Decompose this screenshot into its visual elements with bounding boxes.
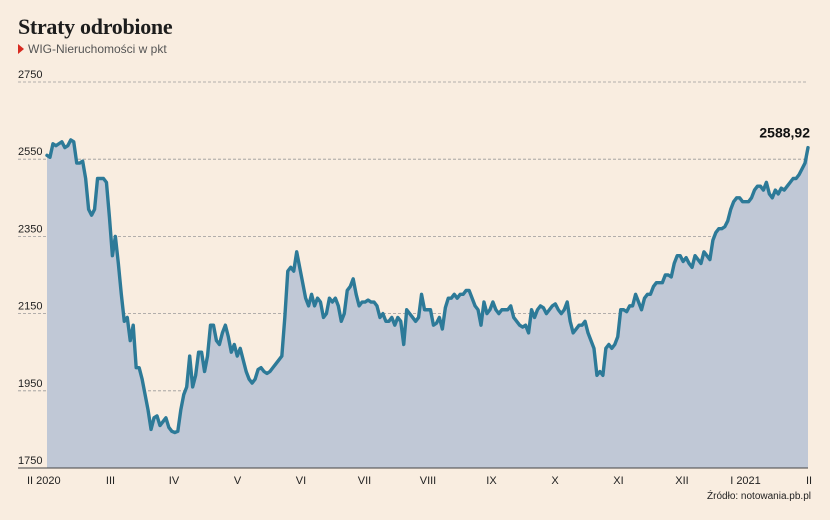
y-tick-label: 2150 [18, 301, 42, 313]
x-tick-label: III [106, 475, 115, 487]
chart-subtitle-text: WIG-Nieruchomości w pkt [28, 42, 167, 56]
x-tick-label: II [806, 475, 812, 487]
chart-title: Straty odrobione [18, 14, 173, 39]
red-triangle-marker-icon [18, 44, 24, 54]
source-note: Źródło: notowania.pb.pl [707, 491, 811, 502]
x-tick-label: XII [675, 475, 688, 487]
chart-subtitle: WIG-Nieruchomości w pkt [18, 42, 167, 56]
x-tick-label: VI [296, 475, 306, 487]
series-line [45, 138, 810, 435]
y-tick-label: 1750 [18, 455, 42, 467]
series-area [47, 139, 808, 468]
x-tick-label: VII [358, 475, 371, 487]
y-tick-label: 2750 [18, 69, 42, 81]
x-tick-label: IV [169, 475, 180, 487]
y-tick-label: 2350 [18, 223, 42, 235]
x-tick-label: X [551, 475, 559, 487]
y-tick-label: 2550 [18, 146, 42, 158]
x-tick-label: XI [613, 475, 623, 487]
x-tick-label: I 2021 [730, 475, 761, 487]
last-value-label: 2588,92 [759, 125, 810, 141]
x-tick-label: II 2020 [27, 475, 61, 487]
y-tick-label: 1950 [18, 378, 42, 390]
x-tick-label: IX [486, 475, 497, 487]
x-tick-label: VIII [420, 475, 437, 487]
x-tick-label: V [234, 475, 242, 487]
